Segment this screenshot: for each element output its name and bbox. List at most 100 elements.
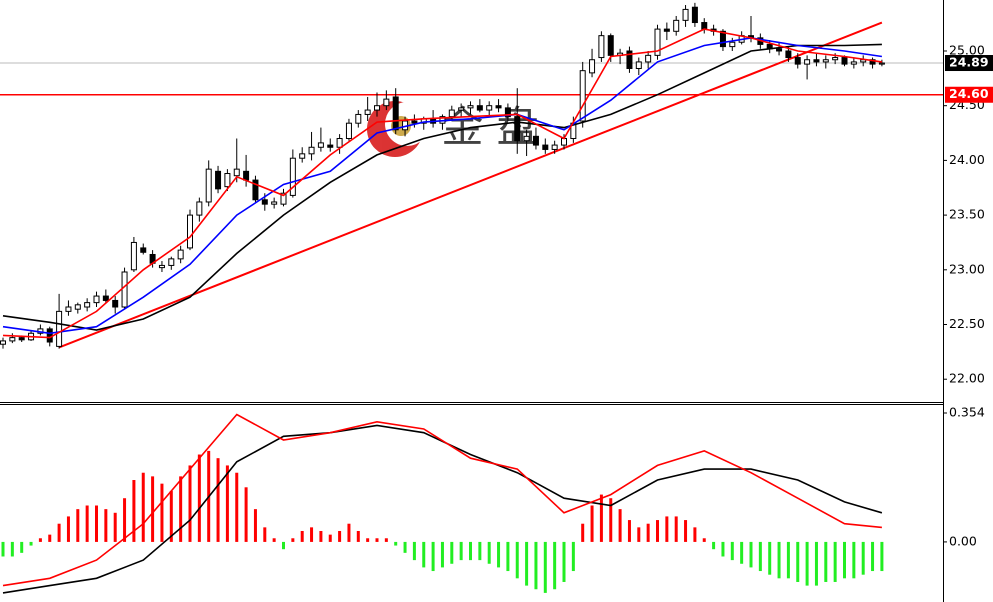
candle-body	[869, 59, 876, 65]
candle-body	[514, 116, 521, 142]
candle-body	[561, 138, 567, 146]
histogram-bar	[665, 516, 669, 542]
indicator-line	[2, 28, 883, 339]
histogram-bar	[478, 541, 482, 561]
candle-body	[822, 59, 829, 63]
candle-body	[691, 6, 698, 24]
candle-body	[130, 241, 137, 271]
y-tick-label: 24.00	[949, 152, 985, 167]
candle-body	[719, 30, 726, 48]
histogram-bar	[440, 541, 444, 568]
histogram-bar	[66, 516, 70, 542]
candle-body	[663, 28, 670, 32]
candle-body	[280, 192, 287, 205]
candle-body	[205, 168, 212, 203]
candle-body	[832, 57, 839, 61]
histogram-bar	[123, 498, 127, 542]
histogram-bar	[693, 527, 697, 542]
candle-body	[486, 105, 493, 111]
histogram-bar	[235, 472, 239, 542]
y-tick-label: 0.00	[949, 533, 977, 548]
histogram-bar	[160, 483, 164, 542]
candle-body	[841, 57, 848, 65]
candle-body	[84, 302, 91, 308]
histogram-bar	[740, 541, 744, 564]
candle-body	[794, 57, 801, 65]
histogram-bar	[38, 538, 42, 542]
histogram-bar	[525, 541, 529, 586]
candle-body	[327, 144, 334, 148]
candle-body	[607, 35, 614, 56]
y-tick-label: 0.354	[949, 405, 985, 420]
histogram-bar	[272, 538, 276, 542]
histogram-bar	[871, 541, 875, 572]
candle-body	[523, 135, 530, 142]
y-tick-label: 23.50	[949, 207, 985, 222]
histogram-bar	[384, 538, 388, 542]
histogram-bar	[506, 541, 510, 572]
candle-body	[215, 170, 222, 190]
histogram-bar	[786, 541, 790, 579]
candle-body	[102, 295, 109, 301]
histogram-bar	[422, 541, 426, 568]
price-label-box	[945, 86, 993, 103]
histogram-bar	[562, 541, 566, 582]
histogram-bar	[29, 541, 33, 546]
candle-body	[65, 306, 72, 312]
candle-body	[598, 35, 605, 59]
histogram-bar	[319, 530, 323, 542]
histogram-bar	[768, 541, 772, 575]
histogram-bar	[48, 534, 52, 542]
histogram-bar	[263, 527, 267, 542]
y-tick-label: 25.00	[949, 42, 985, 57]
histogram-bar	[637, 527, 641, 542]
candle-body	[532, 135, 539, 146]
indicator-line	[2, 43, 882, 331]
candle-body	[271, 201, 278, 205]
histogram-bar	[805, 541, 809, 586]
candle-body	[850, 61, 857, 65]
histogram-bar	[366, 538, 370, 542]
histogram-bar	[244, 487, 248, 542]
candle-body	[317, 142, 324, 148]
candle-body	[411, 120, 418, 124]
watermark: 金 盘	[441, 103, 538, 152]
histogram-bar	[225, 465, 229, 542]
candle-body	[243, 170, 250, 181]
histogram-bar	[824, 541, 828, 582]
histogram-bar	[469, 541, 472, 561]
candle-body	[261, 199, 268, 205]
histogram-bar	[571, 541, 575, 572]
candle-body	[673, 19, 680, 32]
histogram-bar	[253, 509, 257, 542]
candle-body	[495, 105, 502, 109]
histogram-bar	[282, 541, 285, 550]
candle-body	[626, 50, 633, 69]
histogram-bar	[20, 541, 24, 553]
candle-body	[392, 96, 399, 131]
histogram-bar	[459, 541, 463, 561]
candle-body	[0, 340, 6, 345]
histogram-bar	[310, 527, 314, 542]
histogram-bar	[609, 498, 613, 542]
histogram-bar	[627, 520, 631, 542]
candle-body	[196, 201, 203, 216]
histogram-bar	[1, 541, 5, 557]
candle-body	[289, 157, 296, 196]
candle-body	[542, 144, 549, 150]
candle-body	[776, 48, 783, 52]
histogram-bar	[684, 520, 688, 542]
histogram-bar	[338, 530, 342, 542]
histogram-bar	[412, 541, 416, 561]
histogram-bar	[356, 530, 360, 542]
candle-body	[224, 173, 231, 188]
y-tick-label: 23.00	[949, 261, 985, 276]
indicator-line	[2, 37, 883, 335]
histogram-bar	[497, 541, 501, 568]
histogram-bar	[796, 541, 800, 582]
histogram-bar	[132, 480, 136, 542]
candle-body	[187, 214, 193, 249]
histogram-bar	[721, 541, 725, 557]
histogram-bar	[543, 541, 547, 593]
candle-body	[682, 8, 689, 21]
